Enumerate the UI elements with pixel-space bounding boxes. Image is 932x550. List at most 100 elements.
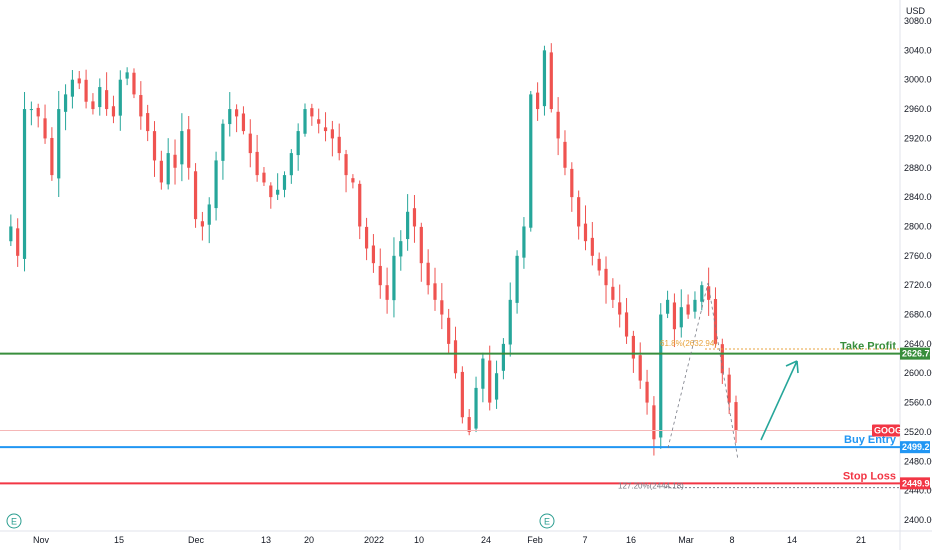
- time-tick-label: 21: [856, 535, 866, 545]
- candle-body: [563, 141, 567, 168]
- price-tick-label: 2720.00: [904, 280, 932, 290]
- candle-body: [105, 90, 109, 110]
- candle-body: [57, 109, 61, 179]
- time-axis[interactable]: Nov 15 Dec 13 20 2022 10 24 Feb 7 16 Mar 8 14 21: [33, 535, 866, 545]
- candle-body: [111, 106, 116, 117]
- candle-body: [522, 226, 526, 258]
- time-tick-label: Mar: [678, 535, 694, 545]
- candle-body: [118, 79, 122, 116]
- candle-body: [303, 109, 307, 134]
- candle-body: [77, 78, 81, 84]
- candle-body: [440, 300, 444, 315]
- candle-body: [392, 255, 396, 301]
- candle-body: [508, 299, 512, 345]
- time-tick-label: Feb: [527, 535, 543, 545]
- currency-label: USD: [906, 6, 926, 16]
- candle-body: [282, 175, 287, 190]
- candle-body: [351, 178, 355, 183]
- candle-body: [611, 286, 615, 300]
- candle-body: [542, 50, 547, 107]
- candle-body: [43, 118, 47, 139]
- candle-body: [364, 226, 369, 249]
- candle-body: [317, 119, 321, 124]
- candle-body: [597, 258, 601, 271]
- candle-body: [98, 87, 102, 108]
- candle-body: [426, 262, 430, 286]
- time-tick-label: 2022: [364, 535, 384, 545]
- candle-body: [200, 221, 204, 227]
- candle-body: [460, 371, 464, 418]
- candle-body: [590, 237, 594, 256]
- level-label: Take Profit: [840, 341, 896, 353]
- price-tick-label: 2480.00: [904, 456, 932, 466]
- candles: [9, 43, 738, 456]
- candle-body: [604, 268, 608, 286]
- candle-body: [467, 417, 471, 432]
- candle-body: [536, 92, 540, 110]
- candle-body: [734, 402, 738, 431]
- candle-body: [453, 340, 458, 374]
- candle-body: [659, 314, 663, 438]
- candle-body: [481, 358, 485, 389]
- candle-body: [412, 208, 417, 227]
- level-price-tag: [900, 347, 930, 360]
- candle-body: [385, 285, 389, 300]
- candle-body: [180, 131, 184, 165]
- price-tick-label: 2440.00: [904, 486, 932, 496]
- price-tick-label: 3080.00: [904, 16, 932, 26]
- candle-body: [16, 228, 20, 256]
- candle-body: [84, 79, 88, 102]
- candle-body: [269, 185, 273, 198]
- candle-body: [221, 123, 225, 161]
- candle-body: [707, 286, 711, 300]
- candle-body: [50, 137, 54, 176]
- candle-body: [187, 129, 191, 168]
- svg-text:E: E: [11, 517, 17, 527]
- candle-body: [556, 111, 560, 139]
- candle-body: [529, 94, 533, 228]
- candle-body: [152, 131, 157, 161]
- time-tick-label: 7: [582, 535, 587, 545]
- price-tick-label: 2520.00: [904, 427, 932, 437]
- fib-618-label: 61.8%(2632.94): [660, 339, 717, 348]
- level-label: Buy Entry: [844, 434, 897, 446]
- candle-body: [248, 133, 252, 154]
- candle-body: [679, 307, 683, 328]
- candle-body: [686, 304, 690, 315]
- candle-body: [289, 153, 293, 176]
- candle-body: [344, 154, 348, 176]
- level-price-tag-text: 2449.94: [902, 478, 932, 488]
- candle-body: [310, 108, 314, 117]
- price-tick-label: 3040.00: [904, 45, 932, 55]
- projection-arrow: [760, 360, 798, 441]
- candle-body: [9, 226, 13, 242]
- candle-body: [549, 52, 553, 110]
- time-tick-label: Dec: [188, 535, 205, 545]
- svg-text:E: E: [544, 517, 550, 527]
- candle-body: [276, 189, 280, 195]
- level-price-tag: [900, 477, 930, 490]
- candle-body: [618, 302, 622, 315]
- price-tick-label: 2600.00: [904, 368, 932, 378]
- candle-body: [22, 109, 27, 259]
- time-tick-label: Nov: [33, 535, 50, 545]
- trade-levels: Take Profit Buy Entry Stop Loss: [0, 341, 900, 485]
- candle-body: [720, 344, 724, 374]
- candle-body: [166, 153, 170, 185]
- arrow-head-icon: [785, 360, 799, 374]
- candle-body: [447, 317, 451, 344]
- earnings-marker-icon[interactable]: E: [6, 513, 22, 529]
- price-tick-label: 2400.00: [904, 515, 932, 525]
- earnings-marker-icon[interactable]: E: [539, 513, 555, 529]
- price-axis[interactable]: 2400.00 2440.00 2480.00 2520.00 2560.00 2600.…: [904, 16, 932, 525]
- candle-body: [139, 95, 143, 117]
- price-tags: 2626.73 2499.25 2449.94 GOOGL: [872, 347, 932, 490]
- level-price-tag: [900, 441, 930, 454]
- time-tick-label: 14: [787, 535, 797, 545]
- time-tick-label: 10: [414, 535, 424, 545]
- candle-body: [228, 109, 232, 125]
- candle-body: [255, 151, 259, 176]
- candle-body: [577, 197, 581, 227]
- candle-body: [727, 374, 731, 403]
